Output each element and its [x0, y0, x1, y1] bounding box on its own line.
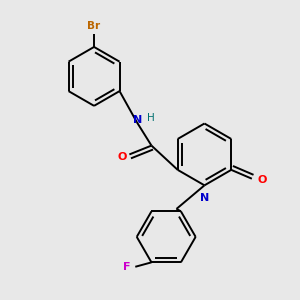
Text: H: H [147, 112, 155, 123]
Text: O: O [258, 175, 267, 185]
Text: N: N [133, 115, 142, 125]
Text: Br: Br [88, 21, 100, 31]
Text: O: O [117, 152, 127, 162]
Text: F: F [123, 262, 131, 272]
Text: N: N [200, 193, 209, 203]
